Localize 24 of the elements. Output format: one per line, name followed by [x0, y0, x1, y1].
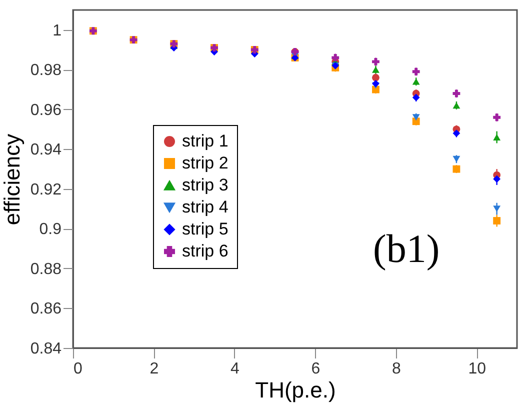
legend-label: strip 6 — [182, 242, 228, 260]
x-tick-label: 4 — [230, 360, 240, 378]
x-tick-label: 8 — [392, 360, 401, 378]
annotation: (b1) — [373, 226, 440, 271]
legend-label: strip 4 — [182, 198, 228, 216]
legend-label: strip 5 — [182, 220, 228, 238]
x-tick-label: 2 — [150, 360, 159, 378]
legend-label: strip 2 — [182, 154, 228, 172]
y-tick-label: 0.88 — [30, 260, 62, 278]
y-tick-label: 1 — [52, 22, 62, 40]
y-tick-label: 0.9 — [39, 221, 62, 238]
y-tick-label: 0.84 — [30, 340, 62, 358]
y-tick-label: 0.94 — [30, 142, 62, 159]
y-tick-label: 0.86 — [30, 300, 62, 318]
legend-label: strip 1 — [182, 132, 228, 150]
x-tick-label: 10 — [468, 360, 486, 378]
x-tick-label: 0 — [74, 360, 82, 378]
y-tick-label: 0.96 — [30, 102, 62, 119]
y-tick-label: 0.98 — [30, 62, 62, 80]
x-tick-label: 6 — [311, 360, 320, 378]
legend-label: strip 3 — [182, 176, 228, 194]
x-axis-title: TH(p.e.) — [255, 378, 336, 402]
y-axis-title: efficiency — [0, 134, 24, 226]
y-tick-label: 0.92 — [30, 181, 62, 198]
